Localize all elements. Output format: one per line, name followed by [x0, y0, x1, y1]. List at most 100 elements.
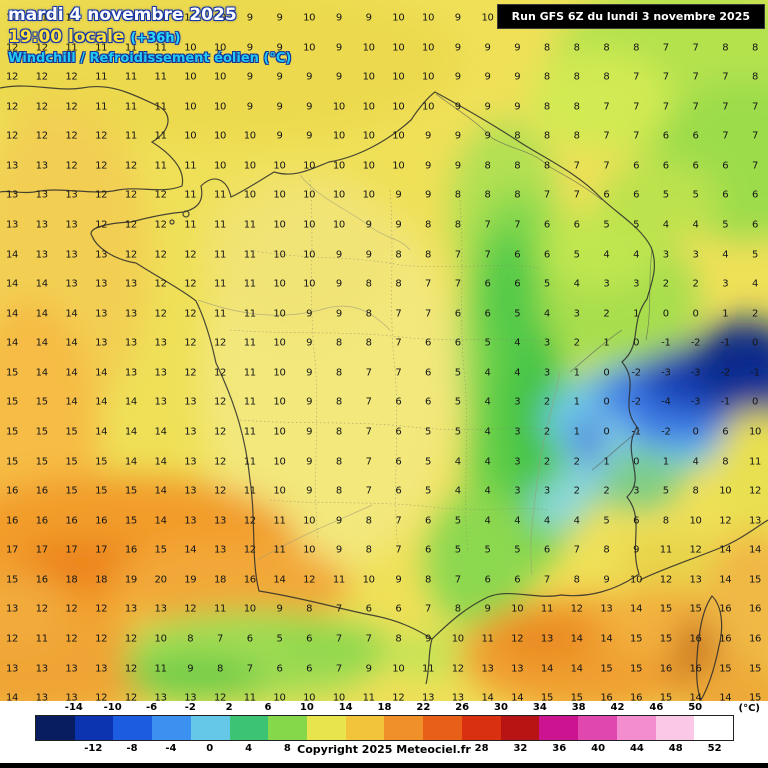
- grid-value: 15: [5, 396, 19, 408]
- grid-value: 14: [65, 308, 78, 320]
- grid-value: 10: [303, 160, 316, 172]
- grid-value: 6: [514, 278, 521, 290]
- grid-value: 11: [213, 219, 227, 231]
- grid-value: 9: [484, 130, 491, 142]
- scale-segment: [500, 716, 540, 740]
- grid-value: 6: [573, 219, 580, 231]
- grid-value: 15: [719, 663, 732, 675]
- grid-value: 6: [425, 396, 432, 408]
- grid-value: 11: [243, 367, 256, 379]
- grid-value: 11: [154, 12, 167, 24]
- grid-value: 7: [543, 189, 550, 201]
- grid-value: 13: [65, 189, 78, 201]
- grid-value: 9: [306, 130, 313, 142]
- grid-value: 9: [484, 101, 491, 113]
- grid-value: 9: [335, 249, 342, 261]
- grid-value: 10: [273, 278, 286, 290]
- grid-value: 18: [213, 574, 227, 586]
- grid-value: 14: [5, 278, 19, 290]
- grid-value: 6: [514, 249, 521, 261]
- grid-value: 15: [630, 663, 643, 675]
- grid-value: 15: [5, 574, 19, 586]
- grid-value: 13: [65, 692, 78, 701]
- grid-value: 12: [719, 515, 732, 527]
- grid-value: 11: [124, 130, 137, 142]
- grid-value: 6: [514, 574, 521, 586]
- grid-value: 8: [365, 515, 372, 527]
- grid-value: 12: [243, 544, 256, 556]
- grid-value: 8: [484, 189, 491, 201]
- grid-value: 10: [273, 692, 286, 701]
- grid-value: 13: [95, 278, 108, 290]
- grid-value: 9: [276, 101, 283, 113]
- grid-value: 11: [332, 574, 345, 586]
- scale-tick: -10: [103, 702, 122, 713]
- grid-value: -1: [720, 337, 731, 349]
- grid-value: 13: [65, 278, 78, 290]
- grid-value: 11: [422, 663, 435, 675]
- grid-value: 13: [35, 249, 48, 261]
- grid-value: 10: [184, 130, 197, 142]
- grid-value: 4: [484, 396, 491, 408]
- grid-value: -2: [631, 367, 641, 379]
- grid-value: 12: [748, 485, 762, 497]
- grid-value: 8: [425, 249, 432, 261]
- grid-value: 7: [722, 71, 729, 83]
- grid-value: 17: [5, 544, 19, 556]
- grid-value: 13: [5, 603, 19, 615]
- grid-value: 12: [154, 308, 167, 320]
- grid-value: 6: [543, 249, 550, 261]
- grid-value: 7: [751, 130, 759, 142]
- grid-value: 16: [5, 485, 19, 497]
- grid-value: 7: [395, 367, 402, 379]
- grid-value: 15: [65, 426, 78, 438]
- grid-value: 7: [365, 396, 372, 408]
- grid-value: 12: [65, 71, 78, 83]
- unit-label: (°C): [738, 703, 760, 714]
- map-canvas[interactable]: 1211111111111010991099101091010988988991…: [0, 0, 768, 701]
- grid-value: 12: [184, 249, 197, 261]
- grid-value: 13: [35, 692, 48, 701]
- grid-value: 4: [514, 367, 521, 379]
- grid-value: 12: [65, 101, 78, 113]
- scale-tick: 4: [245, 743, 253, 754]
- grid-value: 8: [514, 160, 521, 172]
- grid-value: 5: [662, 189, 669, 201]
- local-time: 19:00 locale: [8, 27, 125, 48]
- grid-value: 6: [276, 663, 283, 675]
- grid-value: 12: [213, 396, 227, 408]
- grid-value: 11: [213, 249, 227, 261]
- scale-segment: [539, 716, 579, 740]
- grid-value: 0: [603, 367, 610, 379]
- grid-value: 10: [213, 12, 227, 24]
- grid-value: 4: [543, 515, 550, 527]
- grid-value: 9: [454, 130, 461, 142]
- grid-value: 12: [124, 633, 137, 645]
- grid-value: 2: [603, 308, 610, 320]
- scale-segment: [229, 716, 269, 740]
- grid-value: 7: [722, 101, 729, 113]
- grid-value: 5: [722, 219, 729, 231]
- grid-value: 8: [573, 71, 580, 83]
- grid-value: 8: [306, 603, 313, 615]
- grid-value: 8: [514, 130, 521, 142]
- grid-value: 9: [514, 101, 521, 113]
- grid-value: 9: [306, 367, 313, 379]
- grid-value: 9: [484, 42, 491, 54]
- grid-value: 12: [35, 603, 48, 615]
- grid-value: 8: [722, 456, 729, 468]
- grid-value: 7: [395, 515, 402, 527]
- grid-value: 7: [603, 130, 610, 142]
- grid-value: 12: [392, 692, 405, 701]
- grid-value: 9: [306, 101, 313, 113]
- grid-value: 13: [95, 249, 108, 261]
- grid-value: 6: [306, 663, 313, 675]
- grid-value: 11: [243, 692, 256, 701]
- grid-value: 16: [65, 515, 78, 527]
- grid-value: 16: [124, 544, 137, 556]
- grid-value: 3: [692, 249, 699, 261]
- grid-value: -3: [690, 396, 701, 408]
- grid-value: 6: [633, 160, 640, 172]
- grid-value: 12: [243, 515, 256, 527]
